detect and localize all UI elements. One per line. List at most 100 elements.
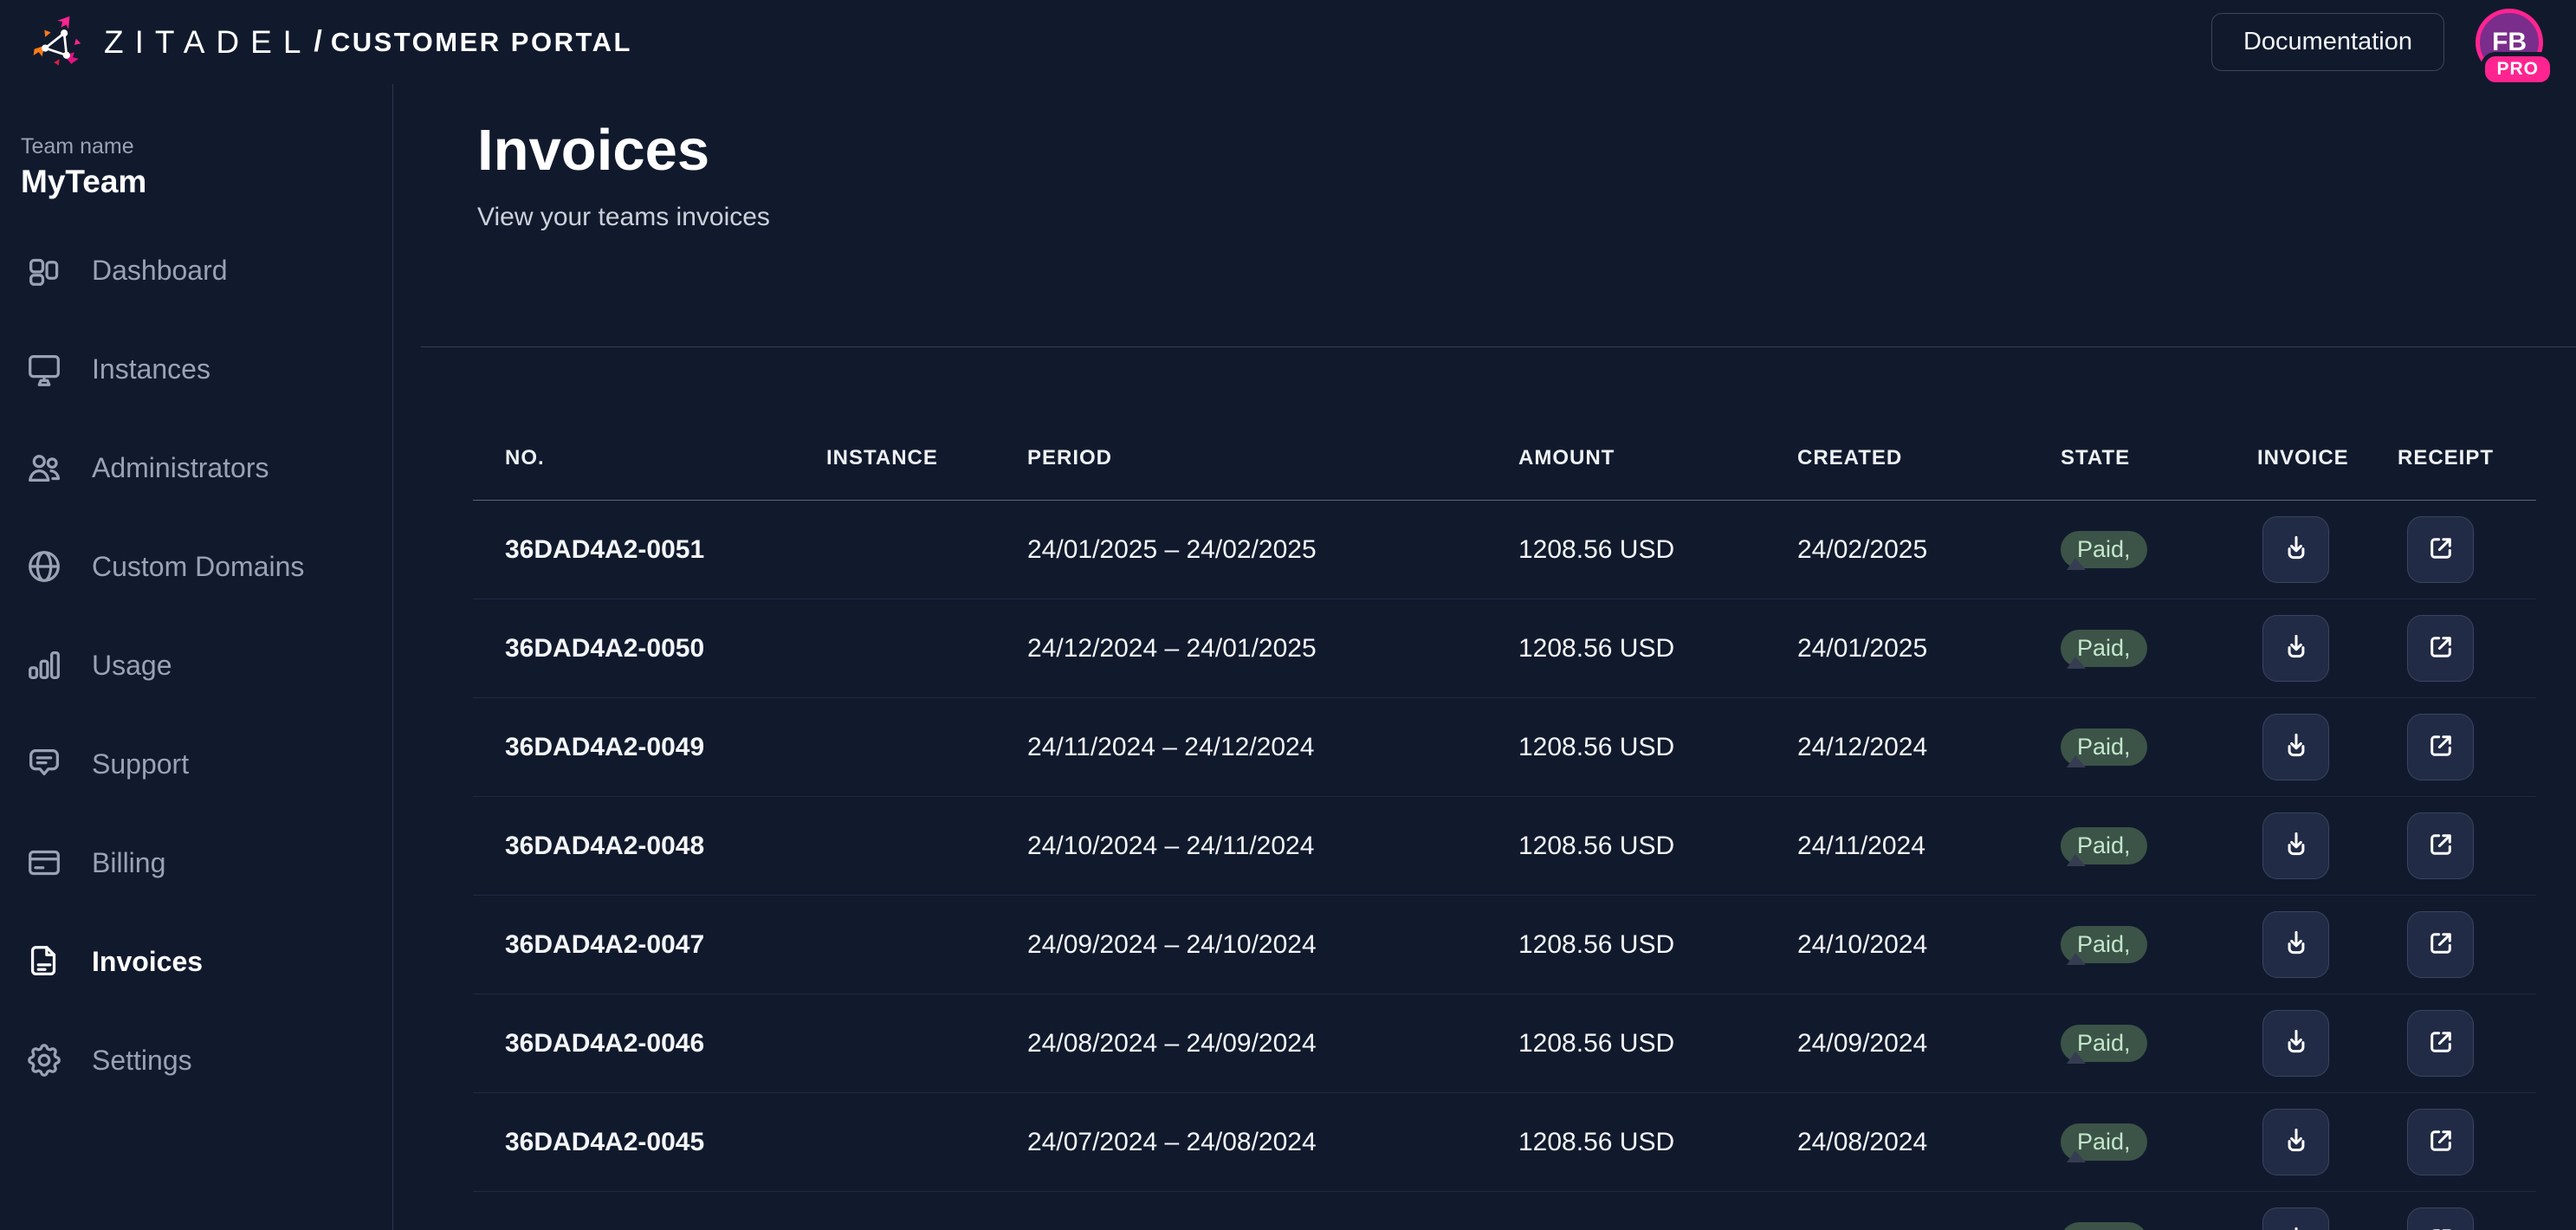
state-badge: Paid, bbox=[2061, 925, 2147, 964]
column-header-instance: INSTANCE bbox=[826, 446, 938, 469]
receipt-cell bbox=[2398, 812, 2536, 879]
amount-cell: 1208.56 USD bbox=[1518, 929, 1675, 959]
created-cell: 24/12/2024 bbox=[1797, 732, 1928, 761]
download-icon bbox=[2280, 828, 2313, 864]
settings-icon bbox=[24, 1040, 64, 1080]
open-receipt-button[interactable] bbox=[2407, 812, 2474, 879]
receipt-cell bbox=[2398, 1010, 2536, 1077]
external-link-icon bbox=[2424, 631, 2457, 666]
state-badge: Paid, bbox=[2061, 1221, 2147, 1230]
external-link-icon bbox=[2424, 1223, 2457, 1230]
receipt-cell bbox=[2398, 1109, 2536, 1175]
receipt-cell bbox=[2398, 1207, 2536, 1230]
receipt-cell bbox=[2398, 615, 2536, 682]
download-icon bbox=[2280, 1223, 2313, 1230]
invoice-number: 36DAD4A2-0048 bbox=[505, 831, 705, 860]
sidebar-item-support[interactable]: Support bbox=[0, 715, 392, 813]
table-header-row: NO. INSTANCE PERIOD AMOUNT CREATED STATE… bbox=[473, 346, 2536, 501]
download-invoice-button[interactable] bbox=[2262, 1010, 2329, 1077]
invoice-cell bbox=[2257, 714, 2398, 780]
sidebar: Team name MyTeam Dashboard Instances bbox=[0, 84, 393, 1230]
pro-tier-badge: PRO bbox=[2481, 51, 2554, 87]
created-cell: 24/02/2025 bbox=[1797, 534, 1928, 564]
state-badge: Paid, bbox=[2061, 826, 2147, 865]
column-header-period: PERIOD bbox=[1027, 446, 1113, 469]
sidebar-item-invoices[interactable]: Invoices bbox=[0, 912, 392, 1011]
amount-cell: 1208.56 USD bbox=[1518, 732, 1675, 761]
download-invoice-button[interactable] bbox=[2262, 812, 2329, 879]
external-link-icon bbox=[2424, 1124, 2457, 1160]
sidebar-item-label: Billing bbox=[92, 846, 166, 878]
sidebar-item-administrators[interactable]: Administrators bbox=[0, 418, 392, 517]
open-receipt-button[interactable] bbox=[2407, 615, 2474, 682]
sidebar-item-label: Support bbox=[92, 748, 190, 780]
user-menu[interactable]: FB PRO bbox=[2476, 8, 2554, 87]
open-receipt-button[interactable] bbox=[2407, 911, 2474, 978]
sidebar-item-label: Settings bbox=[92, 1044, 192, 1076]
main-content: Invoices View your teams invoices NO. IN… bbox=[394, 84, 2576, 1230]
period-cell: 24/08/2024 – 24/09/2024 bbox=[1027, 1028, 1317, 1058]
download-icon bbox=[2280, 532, 2313, 567]
amount-cell: 1208.56 USD bbox=[1518, 534, 1675, 564]
table-row: 36DAD4A2-0047 24/09/2024 – 24/10/2024 12… bbox=[473, 896, 2536, 994]
zitadel-logo-icon[interactable] bbox=[21, 9, 92, 80]
top-bar-actions: Documentation FB PRO bbox=[2210, 8, 2555, 87]
download-invoice-button[interactable] bbox=[2262, 516, 2329, 583]
custom-domains-icon bbox=[24, 547, 64, 586]
app-title: CUSTOMER PORTAL bbox=[330, 26, 632, 57]
sidebar-nav: Dashboard Instances Administrators Custo… bbox=[0, 221, 392, 1110]
invoice-number: 36DAD4A2-0051 bbox=[505, 534, 705, 564]
period-cell: 24/01/2025 – 24/02/2025 bbox=[1027, 534, 1317, 564]
state-cell: Paid, bbox=[2061, 1024, 2257, 1063]
created-cell: 24/09/2024 bbox=[1797, 1028, 1928, 1058]
download-invoice-button[interactable] bbox=[2262, 911, 2329, 978]
download-icon bbox=[2280, 729, 2313, 765]
sidebar-item-label: Dashboard bbox=[92, 254, 228, 286]
sidebar-item-label: Custom Domains bbox=[92, 550, 305, 582]
created-cell: 24/01/2025 bbox=[1797, 633, 1928, 663]
open-receipt-button[interactable] bbox=[2407, 1207, 2474, 1230]
invoice-cell bbox=[2257, 615, 2398, 682]
open-receipt-button[interactable] bbox=[2407, 714, 2474, 780]
invoice-number: 36DAD4A2-0047 bbox=[505, 929, 705, 959]
brand-separator: / bbox=[314, 25, 322, 58]
download-invoice-button[interactable] bbox=[2262, 1109, 2329, 1175]
download-icon bbox=[2280, 927, 2313, 962]
open-receipt-button[interactable] bbox=[2407, 1109, 2474, 1175]
state-badge: Paid, bbox=[2061, 530, 2147, 569]
table-row: 36DAD4A2-0045 24/07/2024 – 24/08/2024 12… bbox=[473, 1093, 2536, 1192]
sidebar-item-settings[interactable]: Settings bbox=[0, 1011, 392, 1110]
column-header-invoice: INVOICE bbox=[2257, 446, 2349, 469]
created-cell: 24/08/2024 bbox=[1797, 1127, 1928, 1156]
created-cell: 24/10/2024 bbox=[1797, 929, 1928, 959]
amount-cell: 1208.56 USD bbox=[1518, 633, 1675, 663]
sidebar-item-custom-domains[interactable]: Custom Domains bbox=[0, 517, 392, 616]
external-link-icon bbox=[2424, 1026, 2457, 1061]
invoice-number: 36DAD4A2-0049 bbox=[505, 732, 705, 761]
download-invoice-button[interactable] bbox=[2262, 615, 2329, 682]
period-cell: 24/07/2024 – 24/08/2024 bbox=[1027, 1127, 1317, 1156]
open-receipt-button[interactable] bbox=[2407, 1010, 2474, 1077]
created-cell: 24/11/2024 bbox=[1797, 831, 1926, 860]
download-invoice-button[interactable] bbox=[2262, 714, 2329, 780]
sidebar-item-billing[interactable]: Billing bbox=[0, 813, 392, 912]
instances-icon bbox=[24, 349, 64, 389]
download-icon bbox=[2280, 631, 2313, 666]
download-invoice-button[interactable] bbox=[2262, 1207, 2329, 1230]
external-link-icon bbox=[2424, 828, 2457, 864]
period-cell: 24/11/2024 – 24/12/2024 bbox=[1027, 732, 1315, 761]
state-cell: Paid, bbox=[2061, 925, 2257, 964]
invoice-number: 36DAD4A2-0050 bbox=[505, 633, 705, 663]
documentation-button[interactable]: Documentation bbox=[2210, 13, 2444, 71]
sidebar-item-usage[interactable]: Usage bbox=[0, 616, 392, 715]
open-receipt-button[interactable] bbox=[2407, 516, 2474, 583]
column-header-state: STATE bbox=[2061, 446, 2131, 469]
sidebar-item-instances[interactable]: Instances bbox=[0, 320, 392, 418]
receipt-cell bbox=[2398, 911, 2536, 978]
brand-wordmark: ZITADEL bbox=[104, 23, 313, 60]
table-row: 36DAD4A2-0050 24/12/2024 – 24/01/2025 12… bbox=[473, 599, 2536, 698]
table-row: 36DAD4A2-0049 24/11/2024 – 24/12/2024 12… bbox=[473, 698, 2536, 797]
heading-divider bbox=[421, 346, 2576, 347]
sidebar-item-dashboard[interactable]: Dashboard bbox=[0, 221, 392, 320]
usage-icon bbox=[24, 645, 64, 685]
